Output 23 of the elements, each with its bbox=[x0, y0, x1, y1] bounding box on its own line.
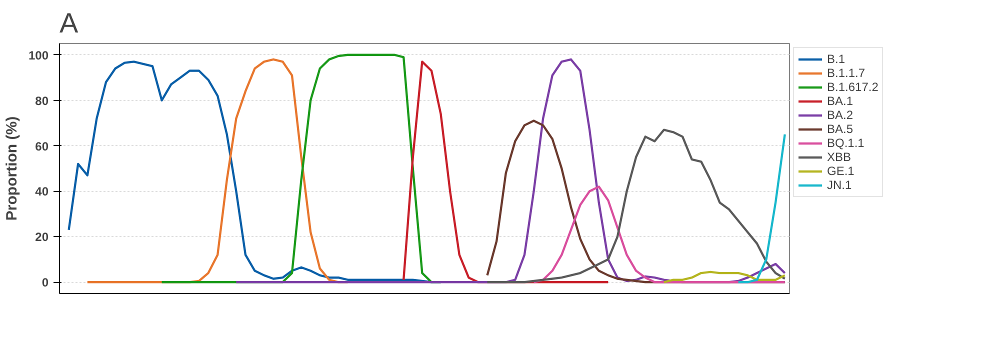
y-axis-title: Proportion (%) bbox=[3, 116, 20, 221]
y-tick-label: 60 bbox=[35, 139, 49, 154]
y-tick-label: 20 bbox=[35, 230, 49, 244]
line-series bbox=[737, 133, 786, 284]
legend-label: BA.2 bbox=[827, 108, 854, 122]
line-series bbox=[662, 270, 786, 284]
legend-label: B.1.1.7 bbox=[827, 66, 866, 80]
legend-label: BA.1 bbox=[827, 94, 854, 108]
chart-title: A bbox=[60, 8, 78, 38]
legend-label: GE.1 bbox=[827, 164, 854, 178]
y-tick-label: 100 bbox=[28, 48, 49, 62]
line-series bbox=[532, 186, 786, 284]
line-series bbox=[235, 58, 786, 284]
legend-label: B.1 bbox=[827, 52, 846, 66]
y-tick-label: 0 bbox=[42, 276, 49, 290]
y-tick-label: 40 bbox=[35, 184, 49, 199]
legend-label: BA.5 bbox=[827, 122, 854, 136]
legend-label: JN.1 bbox=[827, 178, 852, 192]
line-series bbox=[402, 60, 610, 284]
legend-label: BQ.1.1 bbox=[827, 136, 864, 150]
y-tick-label: 80 bbox=[35, 94, 49, 108]
legend-label: XBB bbox=[827, 150, 852, 164]
legend-label: B.1.617.2 bbox=[827, 80, 878, 94]
